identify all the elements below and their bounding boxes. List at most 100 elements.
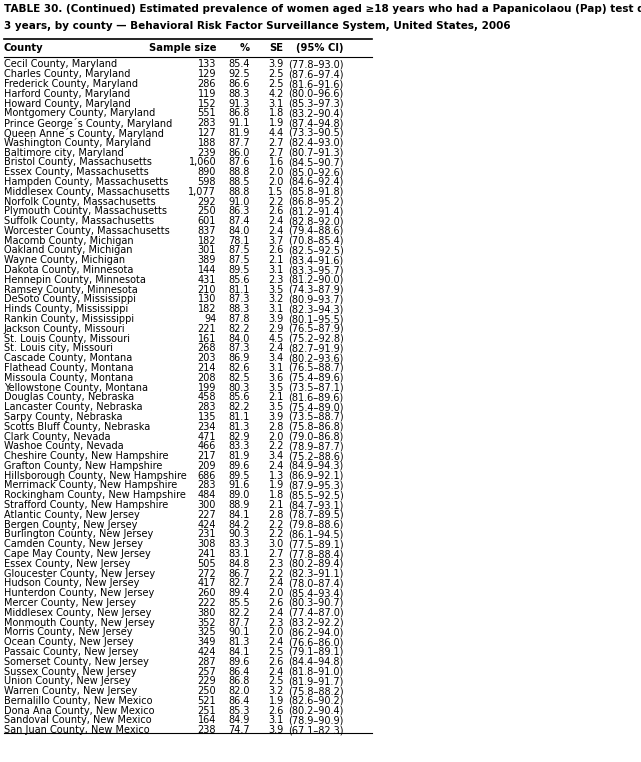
Text: 3.9: 3.9	[269, 725, 284, 735]
Text: 83.3: 83.3	[229, 441, 250, 451]
Text: San Juan County, New Mexico: San Juan County, New Mexico	[4, 725, 149, 735]
Text: 84.2: 84.2	[228, 520, 250, 530]
Text: Sussex County, New Jersey: Sussex County, New Jersey	[4, 667, 137, 677]
Text: Frederick County, Maryland: Frederick County, Maryland	[4, 79, 138, 89]
Text: Hampden County, Massachusetts: Hampden County, Massachusetts	[4, 177, 168, 187]
Text: Norfolk County, Massachusetts: Norfolk County, Massachusetts	[4, 197, 155, 207]
Text: 82.9: 82.9	[228, 431, 250, 441]
Text: 2.8: 2.8	[269, 421, 284, 432]
Text: 1.9: 1.9	[269, 481, 284, 491]
Text: 2.7: 2.7	[268, 549, 284, 559]
Text: Somerset County, New Jersey: Somerset County, New Jersey	[4, 657, 149, 667]
Text: 85.3: 85.3	[228, 706, 250, 716]
Text: 3.0: 3.0	[269, 539, 284, 549]
Text: Hunterdon County, New Jersey: Hunterdon County, New Jersey	[4, 588, 154, 598]
Text: Prince George´s County, Maryland: Prince George´s County, Maryland	[4, 118, 172, 130]
Text: Oakland County, Michigan: Oakland County, Michigan	[4, 245, 132, 255]
Text: 2.4: 2.4	[269, 461, 284, 471]
Text: (80.7–91.3): (80.7–91.3)	[288, 148, 344, 158]
Text: (73.5–88.7): (73.5–88.7)	[288, 412, 344, 422]
Text: 182: 182	[197, 304, 216, 314]
Text: (81.2–91.4): (81.2–91.4)	[288, 207, 344, 216]
Text: (82.5–92.5): (82.5–92.5)	[288, 245, 344, 255]
Text: Dona Ana County, New Mexico: Dona Ana County, New Mexico	[4, 706, 154, 716]
Text: 3.1: 3.1	[269, 265, 284, 275]
Text: 431: 431	[198, 275, 216, 285]
Text: 82.2: 82.2	[228, 324, 250, 334]
Text: Atlantic County, New Jersey: Atlantic County, New Jersey	[4, 510, 140, 520]
Text: Plymouth County, Massachusetts: Plymouth County, Massachusetts	[4, 207, 167, 216]
Text: 86.6: 86.6	[229, 79, 250, 89]
Text: (81.6–91.6): (81.6–91.6)	[288, 79, 344, 89]
Text: 82.2: 82.2	[228, 402, 250, 412]
Text: 210: 210	[197, 285, 216, 295]
Text: Merrimack County, New Hampshire: Merrimack County, New Hampshire	[4, 481, 177, 491]
Text: (80.9–93.7): (80.9–93.7)	[288, 294, 344, 305]
Text: 91.0: 91.0	[229, 197, 250, 207]
Text: 2.6: 2.6	[269, 245, 284, 255]
Text: 80.3: 80.3	[229, 383, 250, 392]
Text: 82.0: 82.0	[228, 686, 250, 696]
Text: (79.1–89.1): (79.1–89.1)	[288, 647, 344, 657]
Text: (84.9–94.3): (84.9–94.3)	[288, 461, 344, 471]
Text: 521: 521	[197, 696, 216, 706]
Text: 2.1: 2.1	[269, 500, 284, 510]
Text: %: %	[240, 43, 250, 53]
Text: 505: 505	[197, 559, 216, 568]
Text: (80.3–90.7): (80.3–90.7)	[288, 598, 344, 608]
Text: (85.8–91.8): (85.8–91.8)	[288, 187, 344, 197]
Text: Cascade County, Montana: Cascade County, Montana	[4, 354, 132, 363]
Text: 2.6: 2.6	[269, 207, 284, 216]
Text: 127: 127	[197, 128, 216, 138]
Text: 214: 214	[197, 363, 216, 373]
Text: Wayne County, Michigan: Wayne County, Michigan	[4, 255, 125, 265]
Text: 3.1: 3.1	[269, 363, 284, 373]
Text: 85.5: 85.5	[228, 598, 250, 608]
Text: (78.9–90.9): (78.9–90.9)	[288, 716, 344, 725]
Text: 91.6: 91.6	[229, 481, 250, 491]
Text: Hinds County, Mississippi: Hinds County, Mississippi	[4, 304, 128, 314]
Text: Gloucester County, New Jersey: Gloucester County, New Jersey	[4, 568, 155, 578]
Text: 161: 161	[198, 334, 216, 344]
Text: 300: 300	[198, 500, 216, 510]
Text: 2.2: 2.2	[268, 568, 284, 578]
Text: 89.6: 89.6	[229, 461, 250, 471]
Text: Burlington County, New Jersey: Burlington County, New Jersey	[4, 530, 153, 539]
Text: 3.1: 3.1	[269, 304, 284, 314]
Text: 601: 601	[198, 216, 216, 226]
Text: 2.3: 2.3	[269, 617, 284, 628]
Text: (75.8–88.2): (75.8–88.2)	[288, 686, 344, 696]
Text: (83.2–90.4): (83.2–90.4)	[288, 108, 344, 118]
Text: (87.9–95.3): (87.9–95.3)	[288, 481, 344, 491]
Text: (87.6–97.4): (87.6–97.4)	[288, 69, 344, 79]
Text: 2.8: 2.8	[269, 510, 284, 520]
Text: 2.2: 2.2	[268, 441, 284, 451]
Text: 90.1: 90.1	[229, 627, 250, 637]
Text: Hillsborough County, New Hampshire: Hillsborough County, New Hampshire	[4, 471, 187, 481]
Text: 86.9: 86.9	[229, 354, 250, 363]
Text: 86.7: 86.7	[228, 568, 250, 578]
Text: 3.9: 3.9	[269, 314, 284, 324]
Text: TABLE 30. (Continued) Estimated prevalence of women aged ≥18 years who had a Pap: TABLE 30. (Continued) Estimated prevalen…	[4, 4, 641, 14]
Text: 84.1: 84.1	[229, 510, 250, 520]
Text: Flathead County, Montana: Flathead County, Montana	[4, 363, 133, 373]
Text: 292: 292	[197, 197, 216, 207]
Text: Douglas County, Nebraska: Douglas County, Nebraska	[4, 392, 134, 402]
Text: 203: 203	[197, 354, 216, 363]
Text: 2.7: 2.7	[268, 148, 284, 158]
Text: 238: 238	[197, 725, 216, 735]
Text: (76.6–86.0): (76.6–86.0)	[288, 637, 344, 647]
Text: 3.5: 3.5	[269, 383, 284, 392]
Text: 83.1: 83.1	[229, 549, 250, 559]
Text: (79.0–86.8): (79.0–86.8)	[288, 431, 344, 441]
Text: 229: 229	[197, 677, 216, 687]
Text: (80.1–95.5): (80.1–95.5)	[288, 314, 344, 324]
Text: (75.8–86.8): (75.8–86.8)	[288, 421, 344, 432]
Text: 81.9: 81.9	[229, 128, 250, 138]
Text: 251: 251	[197, 706, 216, 716]
Text: 2.0: 2.0	[269, 177, 284, 187]
Text: 287: 287	[197, 657, 216, 667]
Text: (82.8–92.0): (82.8–92.0)	[288, 216, 344, 226]
Text: 2.0: 2.0	[269, 431, 284, 441]
Text: 250: 250	[197, 686, 216, 696]
